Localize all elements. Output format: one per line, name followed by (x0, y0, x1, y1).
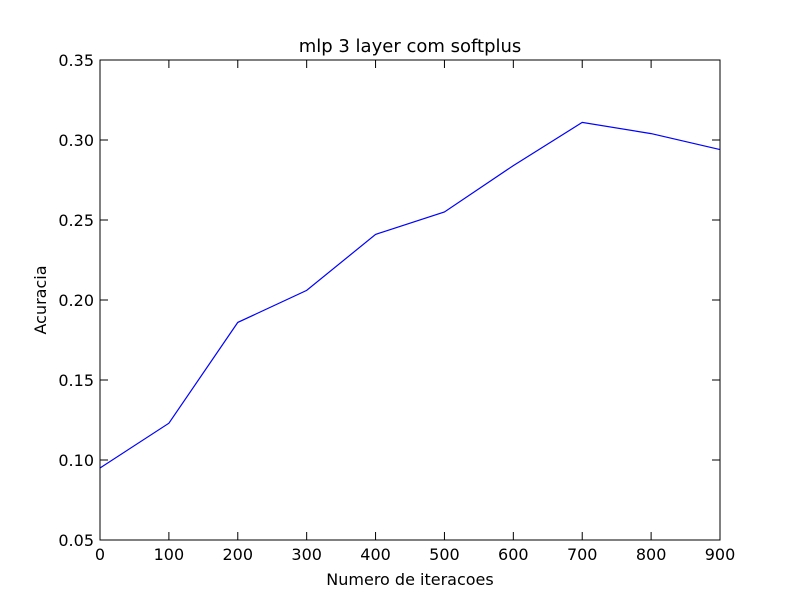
x-tick-label: 800 (636, 545, 667, 564)
y-tick-label: 0.30 (58, 131, 94, 150)
y-tick-label: 0.35 (58, 51, 94, 70)
y-tick-label: 0.10 (58, 451, 94, 470)
x-tick-label: 0 (95, 545, 105, 564)
series-layer (99, 121, 721, 469)
y-tick-label: 0.15 (58, 371, 94, 390)
x-tick-label: 600 (498, 545, 529, 564)
x-tick-label: 200 (223, 545, 254, 564)
x-tick-label: 900 (705, 545, 736, 564)
x-axis-ticks: 0 100 200 300 400 500 600 700 800 900 (95, 60, 735, 564)
y-axis-label: Acuracia (31, 265, 50, 334)
y-tick-label: 0.20 (58, 291, 94, 310)
x-tick-label: 300 (291, 545, 322, 564)
x-tick-label: 500 (429, 545, 460, 564)
x-tick-label: 700 (567, 545, 598, 564)
chart-title: mlp 3 layer com softplus (299, 36, 522, 57)
y-axis-ticks: 0.05 0.10 0.15 0.20 0.25 0.30 0.35 (58, 51, 720, 550)
y-tick-label: 0.05 (58, 531, 94, 550)
x-tick-label: 400 (360, 545, 391, 564)
y-tick-label: 0.25 (58, 211, 94, 230)
x-axis-label: Numero de iteracoes (326, 570, 493, 589)
axes-frame (99, 59, 721, 541)
series-line (99, 121, 721, 469)
x-tick-label: 100 (154, 545, 185, 564)
